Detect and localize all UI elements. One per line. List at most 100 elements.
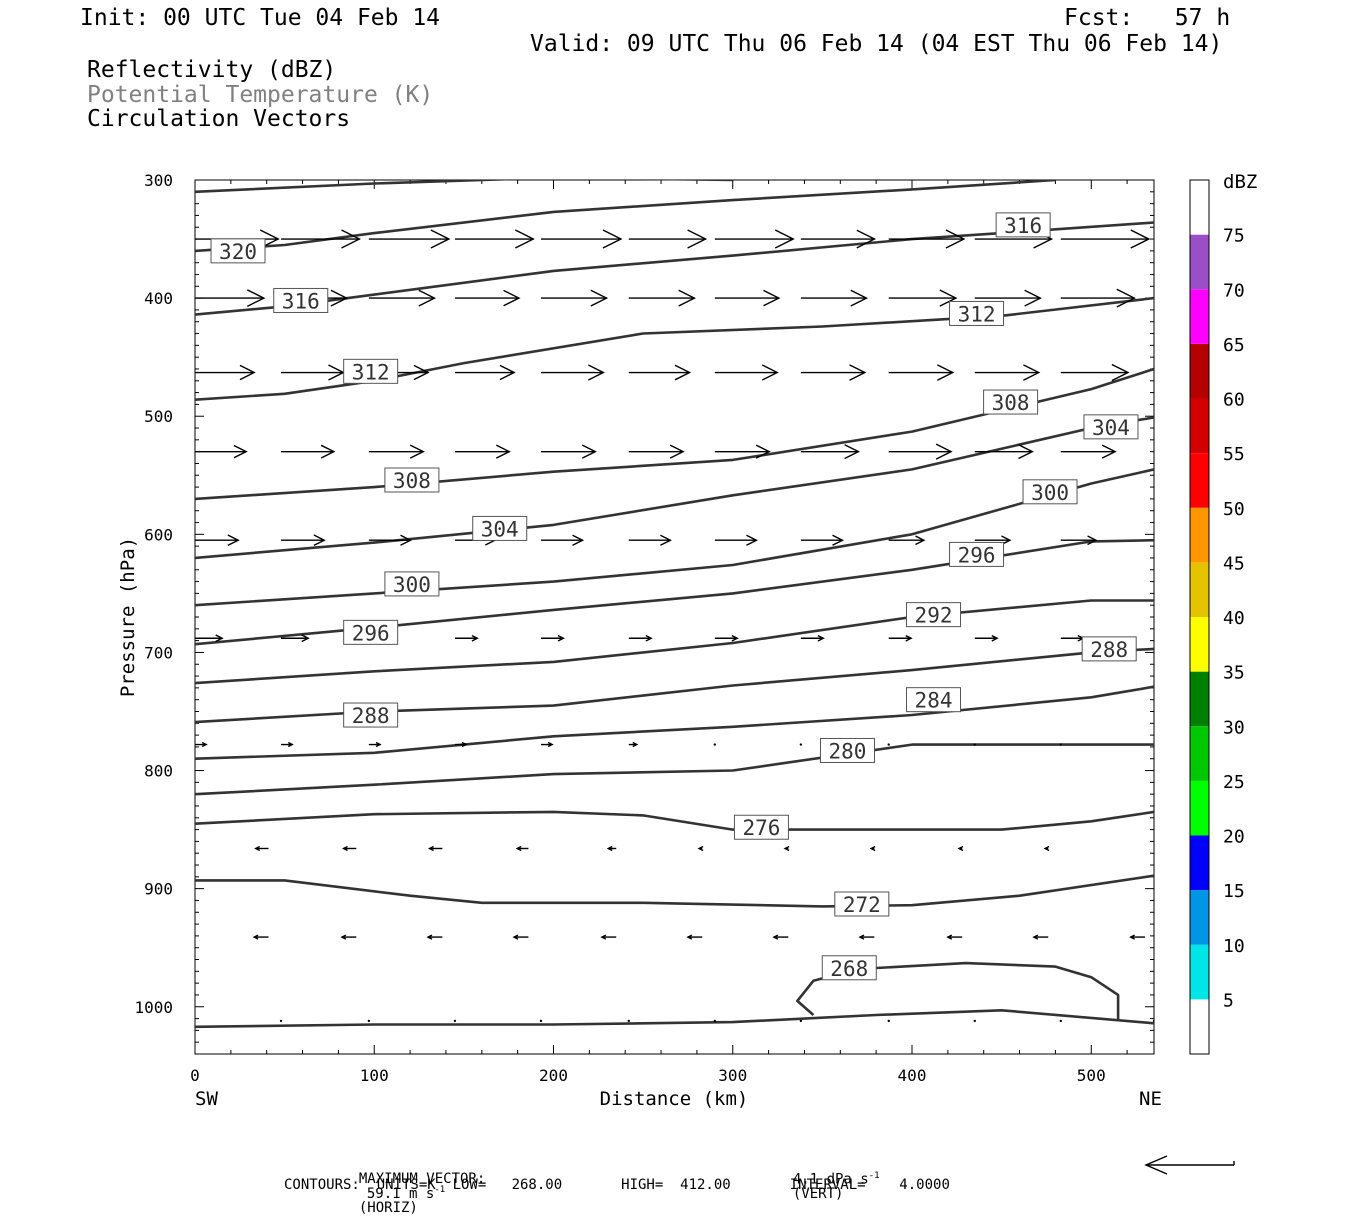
contour-label: 308 [393,469,431,493]
x-tick-label: 500 [1077,1066,1106,1085]
circulation-vector-head [844,444,861,460]
circulation-vector-head [426,934,433,940]
circulation-vector-head [1023,364,1041,381]
colorbar-label: 70 [1223,280,1245,301]
colorbar-segment [1190,562,1209,617]
field-circulation-vectors: Circulation Vectors [87,106,351,132]
colorbar-label: 15 [1223,881,1245,902]
colorbar-label: 60 [1223,390,1245,411]
circulation-vector-head [400,534,413,546]
circulation-vector-head [755,444,771,459]
circulation-vector-head [246,289,266,307]
circulation-vector [1059,1019,1062,1023]
circulation-vector-head [499,364,516,381]
contour-line-272 [195,874,1154,908]
circulation-vector-head [761,364,779,381]
contour-label-box [273,287,329,313]
circulation-vector-head [697,845,704,852]
reference-vector-arrow [1144,1155,1235,1175]
contour-line-268 [195,1008,1154,1029]
circulation-vector-head [602,229,623,249]
circulation-vector-head [774,229,795,249]
contour-line-304 [195,416,1154,560]
circulation-vector-head [259,229,280,249]
circulation-vector-head [772,934,779,940]
circulation-vector-head [645,634,653,642]
colorbar-segment [1190,999,1209,1054]
circulation-vector-head [1111,363,1130,382]
circulation-vector-head [946,934,953,940]
colorbar-label: 45 [1223,553,1245,574]
circulation-vector-head [287,741,294,748]
circulation-vector-head [341,845,348,852]
circulation-vector [799,743,803,746]
circulation-vector-head [461,741,468,748]
colorbar-segment [1190,835,1209,891]
circulation-vector-head [413,364,430,381]
colorbar-segment [1190,944,1209,1000]
horiz-unit: (HORIZ) [358,1199,418,1216]
circulation-vector [887,743,890,746]
circulation-vector-head [935,443,953,460]
colorbar-label: 65 [1223,335,1245,356]
contour-label: 296 [958,543,996,567]
x-tick-label: 200 [539,1066,568,1085]
colorbar-segment [1190,617,1209,672]
colorbar-label: 40 [1223,608,1245,629]
circulation-vector [713,743,717,746]
circulation-vector [973,743,976,746]
circulation-vector-head [471,634,479,642]
x-tick-label: 100 [360,1066,389,1085]
circulation-vector-head [428,845,434,852]
contour-label: 304 [1092,416,1130,440]
circulation-vector [627,1019,630,1023]
max-vertical-line: 4.1 dPa s-1 (VERT) [776,1158,880,1201]
contour-label: 296 [352,621,390,645]
circulation-vector-head [588,364,605,381]
colorbar-label: 75 [1223,226,1245,247]
horiz-exponent: -1 [434,1185,446,1195]
y-tick-label: 500 [144,407,173,426]
contour-label: 316 [282,289,320,313]
valid-time: Valid: 09 UTC Thu 06 Feb 14 (04 EST Thu … [530,31,1223,57]
colorbar-label: 55 [1223,444,1245,465]
x-tick-label: 0 [190,1066,200,1085]
circulation-vector-head [1130,229,1151,249]
circulation-vector-head [503,289,521,307]
colorbar-label: 50 [1223,499,1245,520]
circulation-vector-head [817,634,825,642]
contour-line-280 [195,743,1154,796]
circulation-vector-head [375,741,382,748]
field-reflectivity: Reflectivity (dBZ) [87,57,337,83]
circulation-vector-head [239,364,256,381]
vert-unit: (VERT) [792,1185,844,1202]
circulation-vector-head [858,934,865,940]
circulation-vector [539,1019,543,1023]
max-vector-label: MAXIMUM VECTOR: [358,1171,486,1187]
circulation-vector-head [849,364,867,381]
contour-label-box [733,814,789,840]
sw-label: SW [195,1088,218,1110]
circulation-vector [973,1019,976,1023]
y-tick-label: 700 [144,643,173,662]
ne-label: NE [1139,1088,1162,1110]
contour-label: 320 [219,240,257,264]
circulation-vector-head [547,741,554,748]
contour-label: 288 [352,704,390,728]
contour-label-box [472,515,528,541]
contour-label-box [995,212,1051,238]
circulation-vector-head [1043,845,1050,852]
circulation-vector-head [991,634,999,642]
colorbar-label: 10 [1223,936,1245,957]
contour-line-308 [195,367,1154,501]
contour-line-312 [195,296,1154,401]
circulation-vector [367,1019,371,1023]
contour-label-box [343,358,399,384]
circulation-vector-head [856,229,877,249]
circulation-vector-head [1001,535,1012,546]
circulation-vector-head [227,534,240,547]
colorbar-segment [1190,453,1209,508]
circulation-vector-head [660,534,672,546]
circulation-vector-head [915,535,926,546]
